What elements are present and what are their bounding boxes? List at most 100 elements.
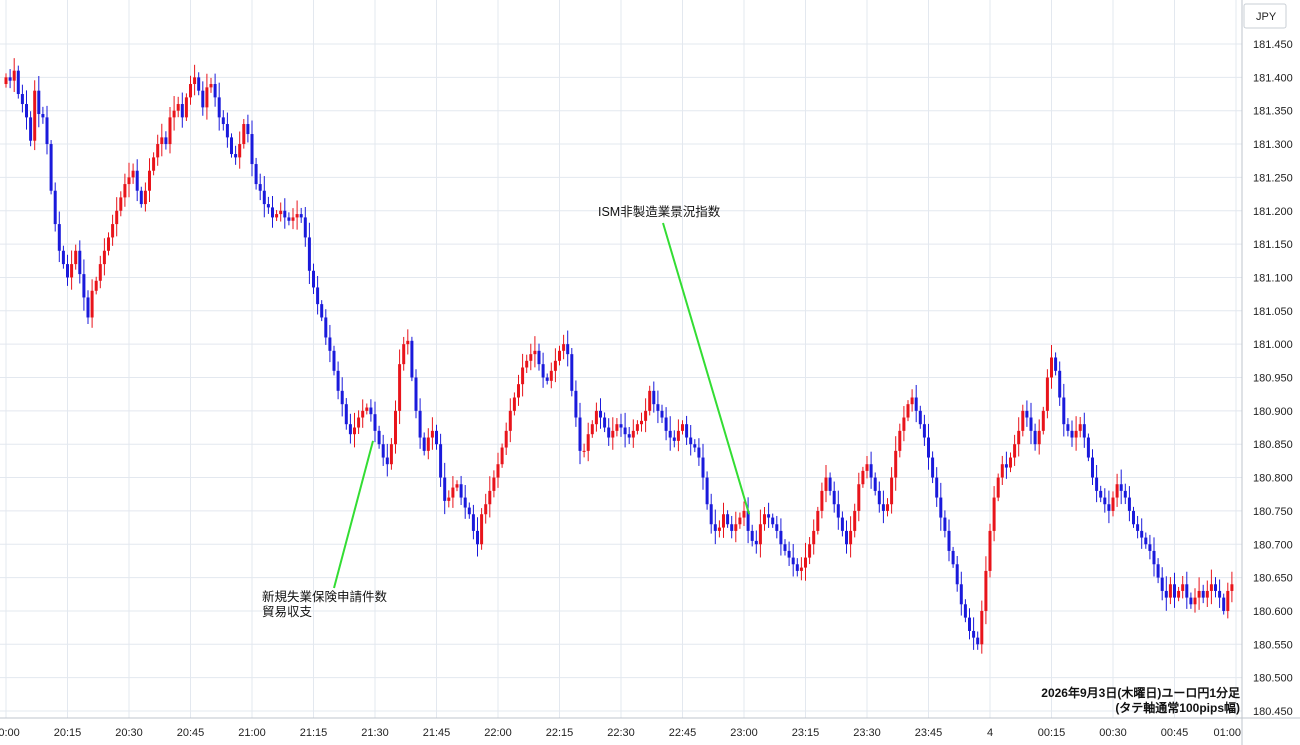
candle-body [508,410,512,431]
candle-body [996,477,1000,498]
candle-body [217,97,221,118]
x-tick-label: 00:30 [1099,727,1127,739]
x-tick-label: 00:15 [1038,727,1066,739]
candle-body [1148,544,1152,551]
candle-body [385,457,389,465]
candle-body [1033,430,1037,445]
candle-body [603,417,607,428]
candle-body [849,530,853,545]
candle-body [172,110,176,118]
candle-body [955,564,959,585]
candle-body [873,477,877,491]
x-tick-label: 20:30 [115,727,143,739]
candle-body [184,97,188,118]
candle-body [197,77,201,91]
candle-body [701,457,705,478]
candle-body [791,557,795,565]
x-tick-label: 01:00 [1213,727,1241,739]
candle-body [570,354,574,391]
candle-body [234,154,238,158]
candle-body [283,210,287,218]
candle-body [685,424,689,438]
candle-body [299,214,303,218]
candle-body [426,437,430,451]
candle-body [1045,377,1049,411]
candle-body [914,397,918,411]
y-tick-label: 181.450 [1253,39,1293,51]
candle-body [1000,464,1004,478]
y-tick-label: 180.950 [1253,373,1293,385]
annotation-label: 新規失業保険申請件数 [262,589,388,604]
y-tick-label: 180.650 [1253,573,1293,585]
candle-body [180,104,184,118]
candle-body [250,134,254,165]
candle-body [1004,464,1008,468]
candle-body [816,510,820,531]
candle-body [877,490,881,505]
candle-body [1230,584,1234,591]
x-tick-label: 4 [987,727,993,739]
candle-body [988,530,992,571]
x-tick-label: 22:45 [669,727,697,739]
candle-body [619,424,623,428]
candle-body [1156,564,1160,578]
candle-body [939,497,943,518]
candle-body [1029,417,1033,431]
candle-body [49,144,53,191]
candle-body [615,424,619,431]
candle-body [635,424,639,431]
candle-body [705,477,709,505]
candle-body [627,434,631,438]
candle-body [25,104,28,118]
candle-body [115,210,119,225]
candle-body [328,337,332,351]
candle-body [1181,584,1185,591]
y-tick-label: 181.050 [1253,306,1293,318]
candle-body [365,407,369,411]
candle-body [750,530,754,541]
candle-body [754,540,758,545]
candle-body [963,604,967,618]
candle-body [824,477,828,491]
candle-body [348,424,352,435]
candle-body [213,84,217,98]
candle-body [160,137,164,145]
candle-body [12,70,16,81]
candle-body [775,524,779,531]
candle-body [394,410,397,445]
candle-body [779,530,783,545]
candle-body [496,464,500,478]
candle-body [1136,524,1140,531]
candle-body [943,517,947,531]
candle-body [517,384,520,398]
candle-body [193,77,197,85]
candle-body [8,77,12,81]
candle-body [123,184,127,198]
annotation-line [333,440,374,589]
candle-body [1103,497,1107,505]
y-tick-label: 181.350 [1253,106,1293,118]
candle-body [918,410,922,425]
grid [0,0,1242,718]
y-tick-label: 180.900 [1253,406,1293,418]
candle-body [644,410,648,421]
candle-body [922,424,926,438]
candle-body [336,370,340,391]
candle-body [176,104,180,111]
candle-body [156,144,160,158]
candle-body [795,564,799,571]
x-tick-label: 21:45 [423,727,451,739]
candle-body [127,177,131,185]
candle-body [262,190,266,205]
candle-body [820,490,824,511]
candle-body [1209,584,1213,591]
candle-body [853,510,857,531]
candle-body [406,340,410,345]
candle-body [447,497,451,501]
candle-body [804,557,807,568]
candle-body [664,417,668,431]
x-tick-label: 21:30 [361,727,389,739]
candle-body [734,524,738,531]
candle-body [312,270,315,288]
